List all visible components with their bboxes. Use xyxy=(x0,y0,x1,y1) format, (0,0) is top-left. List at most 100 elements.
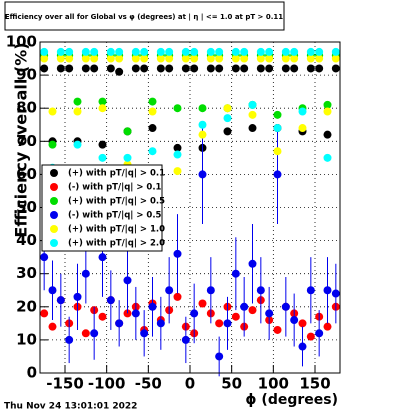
marker xyxy=(281,47,290,56)
marker xyxy=(65,54,74,63)
marker xyxy=(223,104,232,113)
marker xyxy=(323,286,332,295)
marker xyxy=(215,352,224,361)
marker xyxy=(331,54,340,63)
marker xyxy=(323,130,332,139)
marker xyxy=(140,54,149,63)
marker xyxy=(190,64,199,73)
marker xyxy=(206,47,215,56)
marker xyxy=(173,167,182,176)
marker xyxy=(165,64,174,73)
marker xyxy=(115,319,124,328)
marker xyxy=(265,309,274,318)
marker xyxy=(123,127,132,136)
marker xyxy=(281,64,290,73)
marker xyxy=(265,47,274,56)
marker xyxy=(56,296,65,305)
y-tick-label: 20 xyxy=(16,297,37,315)
timestamp: Thu Nov 24 13:01:01 2022 xyxy=(4,402,137,412)
marker xyxy=(273,325,282,334)
marker xyxy=(81,47,90,56)
marker xyxy=(115,67,124,76)
y-tick-label: 100 xyxy=(6,33,37,51)
marker xyxy=(306,286,315,295)
marker xyxy=(248,100,257,109)
marker xyxy=(331,47,340,56)
legend-label: (+) with pT/|q| > 1.0 xyxy=(68,225,165,235)
y-tick-label: 40 xyxy=(16,231,37,249)
marker xyxy=(323,153,332,162)
legend-marker xyxy=(50,211,58,219)
marker xyxy=(106,47,115,56)
marker xyxy=(81,64,90,73)
marker xyxy=(140,64,149,73)
marker xyxy=(306,64,315,73)
marker xyxy=(90,54,99,63)
marker xyxy=(331,289,340,298)
marker xyxy=(298,319,307,328)
marker xyxy=(165,286,174,295)
marker xyxy=(256,286,265,295)
y-tick-label: 60 xyxy=(16,165,37,183)
marker xyxy=(306,54,315,63)
marker xyxy=(223,127,232,136)
marker xyxy=(106,54,115,63)
x-tick-label: 150 xyxy=(299,375,330,393)
marker xyxy=(98,253,107,262)
x-tick-label: 100 xyxy=(258,375,289,393)
marker xyxy=(206,54,215,63)
marker xyxy=(98,312,107,321)
marker xyxy=(48,107,57,116)
x-tick-label: 0 xyxy=(185,375,195,393)
marker xyxy=(48,322,57,331)
marker xyxy=(98,140,107,149)
legend-label: (+) with pT/|q| > 2.0 xyxy=(68,239,165,249)
x-tick-label: -100 xyxy=(88,375,126,393)
marker xyxy=(115,54,124,63)
marker xyxy=(240,64,249,73)
marker xyxy=(181,54,190,63)
marker xyxy=(48,286,57,295)
marker xyxy=(323,322,332,331)
marker xyxy=(240,47,249,56)
marker xyxy=(240,54,249,63)
y-tick-label: 0 xyxy=(27,364,37,382)
marker xyxy=(231,269,240,278)
marker xyxy=(40,64,49,73)
legend-marker xyxy=(50,225,58,233)
marker xyxy=(173,104,182,113)
marker xyxy=(106,64,115,73)
marker xyxy=(273,110,282,119)
legend-label: (+) with pT/|q| > 0.1 xyxy=(68,169,165,179)
marker xyxy=(140,47,149,56)
marker xyxy=(106,296,115,305)
marker xyxy=(123,153,132,162)
marker xyxy=(48,140,57,149)
marker xyxy=(148,124,157,133)
x-tick-label: -150 xyxy=(46,375,84,393)
marker xyxy=(165,47,174,56)
marker xyxy=(131,64,140,73)
marker xyxy=(198,104,207,113)
marker xyxy=(156,54,165,63)
marker xyxy=(140,329,149,338)
marker xyxy=(148,97,157,106)
marker xyxy=(198,120,207,129)
marker xyxy=(315,47,324,56)
marker xyxy=(40,54,49,63)
marker xyxy=(81,54,90,63)
marker xyxy=(248,306,257,315)
y-tick-label: 90 xyxy=(16,66,37,84)
marker xyxy=(40,309,49,318)
marker xyxy=(181,335,190,344)
marker xyxy=(281,302,290,311)
marker xyxy=(90,47,99,56)
marker xyxy=(231,64,240,73)
marker xyxy=(56,47,65,56)
y-tick-label: 50 xyxy=(16,198,37,216)
marker xyxy=(290,64,299,73)
marker xyxy=(65,335,74,344)
y-axis-label: Efficiency over all (%) xyxy=(12,42,31,237)
marker xyxy=(131,309,140,318)
marker xyxy=(148,107,157,116)
